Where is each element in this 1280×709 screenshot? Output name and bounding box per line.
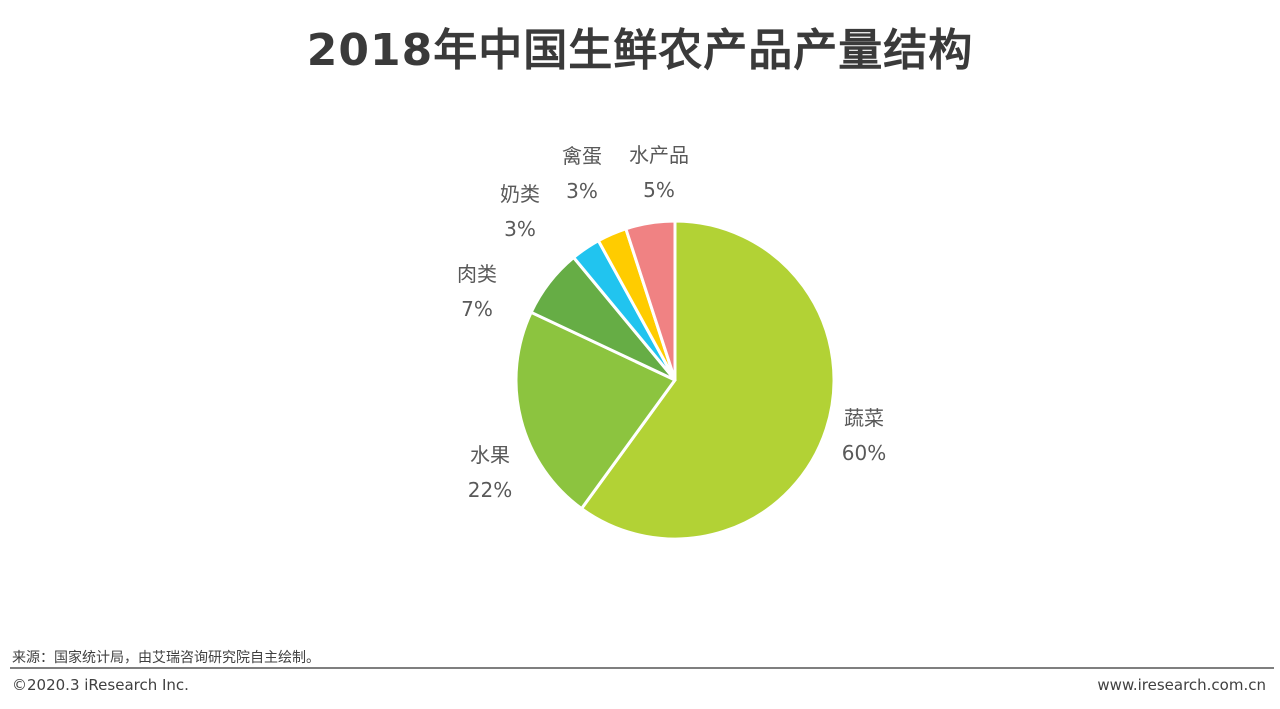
slice-label-5: 水产品: [629, 143, 689, 167]
footer-divider: [10, 667, 1274, 669]
slice-percent-4: 3%: [566, 179, 598, 203]
pie-slice-5: [624, 219, 677, 382]
slice-percent-5: 5%: [643, 178, 675, 202]
chart-title: 2018年中国生鲜农产品产量结构: [306, 25, 974, 76]
slice-label-3: 奶类: [500, 182, 540, 206]
slice-percent-3: 3%: [504, 217, 536, 241]
slice-percent-0: 60%: [842, 441, 886, 465]
copyright-text: ©2020.3 iResearch Inc.: [12, 676, 189, 694]
slice-label-1: 水果: [470, 443, 510, 467]
slice-percent-1: 22%: [468, 478, 512, 502]
slice-percent-2: 7%: [461, 297, 493, 321]
source-note: 来源：国家统计局，由艾瑞咨询研究院自主绘制。: [12, 650, 320, 666]
website-url: www.iresearch.com.cn: [1097, 676, 1266, 694]
slice-label-0: 蔬菜: [844, 406, 884, 430]
slice-label-4: 禽蛋: [562, 144, 602, 168]
slice-label-2: 肉类: [457, 262, 497, 286]
pie-slice-0: [580, 219, 836, 541]
